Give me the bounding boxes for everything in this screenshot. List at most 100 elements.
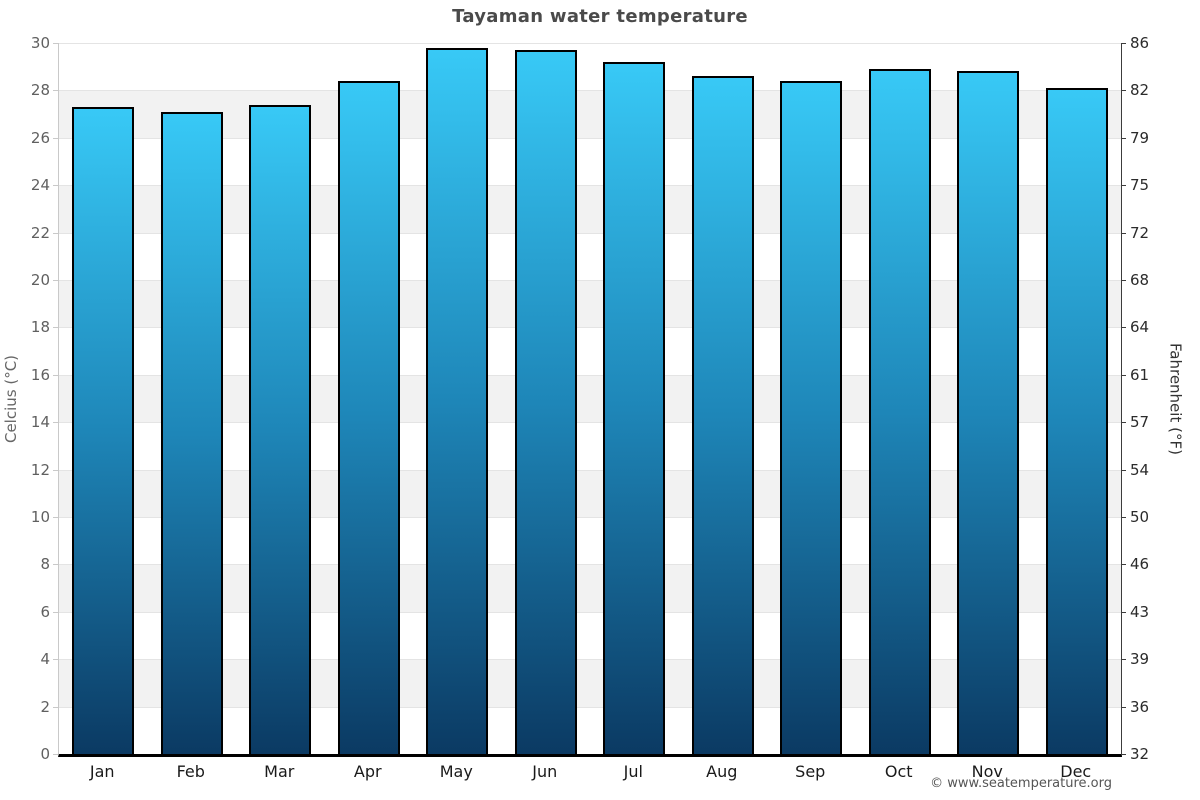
y-tick-label-fahrenheit: 79 bbox=[1130, 128, 1150, 147]
y-tick-mark-left bbox=[53, 90, 58, 92]
grid-band bbox=[59, 706, 1121, 754]
grid-band bbox=[59, 232, 1121, 280]
y-tick-label-celsius: 18 bbox=[30, 318, 50, 337]
y-tick-mark-right bbox=[1121, 232, 1126, 234]
y-tick-mark-right bbox=[1121, 422, 1126, 424]
y-tick-mark-right bbox=[1121, 185, 1126, 187]
y-tick-label-celsius: 26 bbox=[30, 128, 50, 147]
y-tick-mark-right bbox=[1121, 374, 1126, 376]
y-tick-mark-left bbox=[53, 422, 58, 424]
y-tick-mark-right bbox=[1121, 611, 1126, 613]
y-tick-mark-left bbox=[53, 374, 58, 376]
y-tick-label-fahrenheit: 43 bbox=[1130, 602, 1150, 621]
y-tick-mark-right bbox=[1121, 659, 1126, 661]
y-tick-label-fahrenheit: 61 bbox=[1130, 365, 1150, 384]
x-tick-label-jul: Jul bbox=[623, 762, 643, 781]
y-tick-label-celsius: 6 bbox=[40, 602, 50, 621]
y-tick-mark-left bbox=[53, 611, 58, 613]
y-tick-label-fahrenheit: 68 bbox=[1130, 271, 1150, 289]
y-axis-title-fahrenheit: Fahrenheit (°F) bbox=[1166, 343, 1185, 455]
y-tick-label-fahrenheit: 57 bbox=[1130, 413, 1150, 432]
grid-band bbox=[59, 327, 1121, 375]
grid-band bbox=[59, 280, 1121, 328]
x-tick-label-jan: Jan bbox=[89, 762, 115, 781]
y-tick-label-fahrenheit: 46 bbox=[1130, 555, 1150, 574]
x-tick-label-mar: Mar bbox=[264, 762, 295, 781]
y-tick-label-fahrenheit: 32 bbox=[1130, 745, 1150, 763]
y-tick-mark-left bbox=[53, 280, 58, 281]
y-tick-label-fahrenheit: 82 bbox=[1130, 81, 1150, 100]
x-tick-label-feb: Feb bbox=[176, 762, 205, 781]
y-tick-mark-left bbox=[53, 659, 58, 661]
x-tick-label-aug: Aug bbox=[706, 762, 738, 781]
grid-band bbox=[59, 185, 1121, 233]
chart-title: Tayaman water temperature bbox=[452, 6, 748, 27]
y-tick-label-celsius: 0 bbox=[40, 745, 50, 763]
y-tick-mark-right bbox=[1121, 469, 1126, 471]
y-tick-label-celsius: 4 bbox=[40, 650, 50, 669]
y-tick-label-fahrenheit: 36 bbox=[1130, 697, 1150, 716]
bar-jul bbox=[603, 61, 666, 754]
y-tick-label-celsius: 14 bbox=[30, 413, 50, 432]
bar-sep bbox=[780, 80, 843, 754]
bar-may bbox=[426, 47, 489, 754]
grid-band bbox=[59, 517, 1121, 565]
y-tick-label-celsius: 20 bbox=[30, 271, 50, 289]
y-tick-label-celsius: 2 bbox=[40, 697, 50, 716]
y-tick-label-fahrenheit: 50 bbox=[1130, 508, 1150, 526]
grid-band bbox=[59, 422, 1121, 470]
bar-oct bbox=[868, 69, 931, 754]
y-tick-mark-right bbox=[1121, 43, 1126, 44]
grid-band bbox=[59, 469, 1121, 517]
y-tick-label-fahrenheit: 39 bbox=[1130, 650, 1150, 669]
y-tick-mark-left bbox=[53, 469, 58, 471]
grid-band bbox=[59, 564, 1121, 612]
x-tick-label-may: May bbox=[439, 762, 473, 781]
grid-band bbox=[59, 137, 1121, 186]
grid-band bbox=[59, 659, 1121, 707]
y-tick-label-celsius: 28 bbox=[30, 81, 50, 100]
y-tick-label-celsius: 24 bbox=[30, 176, 50, 195]
y-tick-mark-right bbox=[1121, 327, 1126, 329]
x-tick-label-jun: Jun bbox=[532, 762, 558, 781]
grid-band bbox=[59, 43, 1121, 91]
y-tick-mark-left bbox=[53, 185, 58, 187]
y-tick-label-celsius: 8 bbox=[40, 555, 50, 574]
y-tick-mark-left bbox=[53, 754, 58, 755]
bar-apr bbox=[337, 80, 400, 754]
y-tick-mark-left bbox=[53, 43, 58, 44]
grid-band bbox=[59, 611, 1121, 660]
y-tick-mark-left bbox=[53, 137, 58, 139]
bar-mar bbox=[249, 104, 312, 754]
x-tick-label-sep: Sep bbox=[795, 762, 826, 781]
grid-band bbox=[59, 90, 1121, 138]
y-axis-title-celsius: Celcius (°C) bbox=[2, 354, 20, 444]
y-tick-mark-right bbox=[1121, 754, 1126, 755]
y-tick-mark-left bbox=[53, 517, 58, 518]
y-tick-label-fahrenheit: 64 bbox=[1130, 318, 1150, 337]
y-tick-mark-right bbox=[1121, 90, 1126, 92]
y-tick-mark-right bbox=[1121, 706, 1126, 708]
x-tick-label-apr: Apr bbox=[353, 762, 382, 781]
bar-dec bbox=[1045, 88, 1108, 754]
y-tick-label-fahrenheit: 72 bbox=[1130, 223, 1150, 242]
y-tick-label-celsius: 16 bbox=[30, 365, 50, 384]
y-tick-mark-right bbox=[1121, 564, 1126, 566]
y-tick-label-celsius: 12 bbox=[30, 460, 50, 479]
copyright-text: © www.seatemperature.org bbox=[930, 776, 1112, 791]
x-tick-label-oct: Oct bbox=[884, 762, 913, 781]
plot-area bbox=[58, 43, 1122, 757]
y-tick-label-celsius: 22 bbox=[30, 223, 50, 242]
y-tick-mark-right bbox=[1121, 137, 1126, 139]
y-tick-mark-left bbox=[53, 706, 58, 708]
x-tick-label-nov: Nov bbox=[971, 762, 1003, 781]
y-tick-label-celsius: 10 bbox=[30, 508, 50, 526]
bar-nov bbox=[957, 71, 1020, 754]
y-tick-mark-left bbox=[53, 564, 58, 566]
y-tick-mark-left bbox=[53, 232, 58, 234]
bar-jan bbox=[72, 107, 135, 754]
bar-jun bbox=[514, 50, 577, 754]
y-tick-label-fahrenheit: 86 bbox=[1130, 34, 1150, 52]
bar-aug bbox=[691, 76, 754, 754]
